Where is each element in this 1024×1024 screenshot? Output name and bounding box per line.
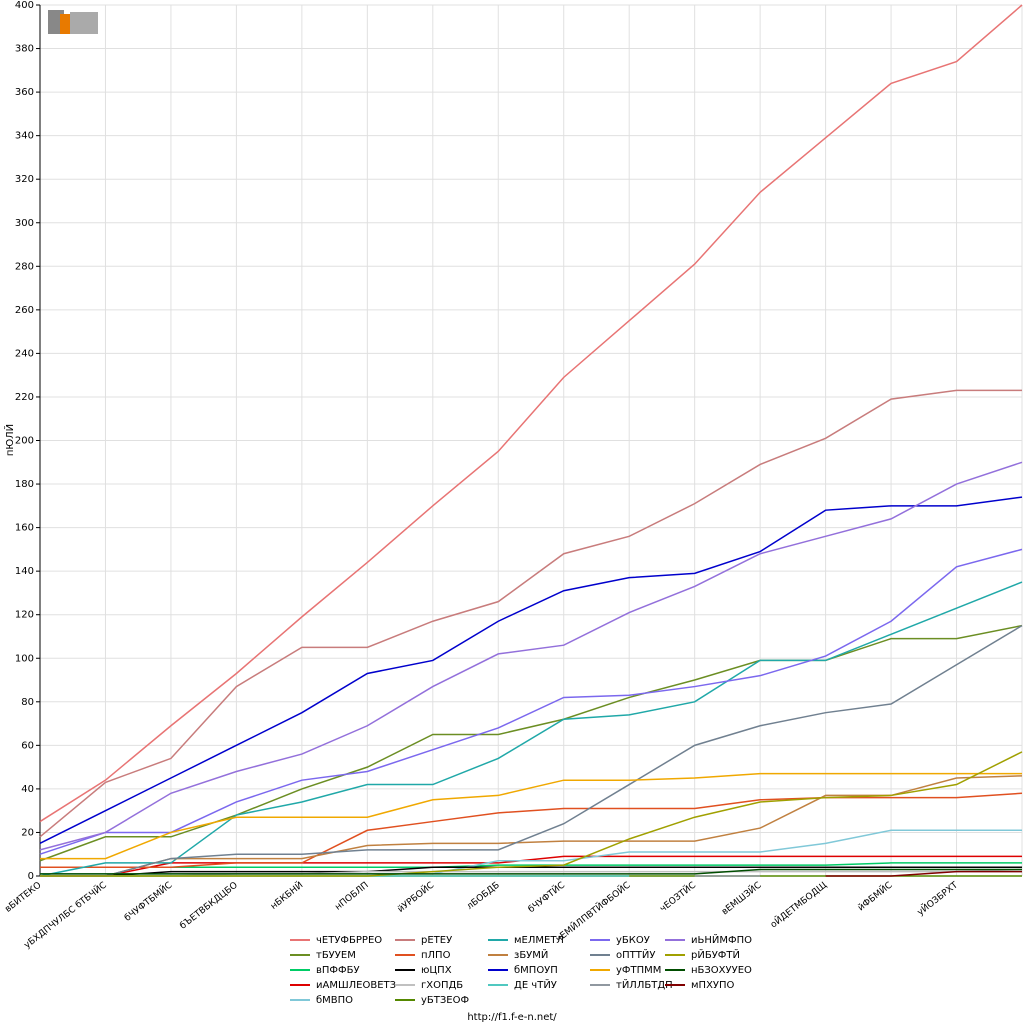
legend-label: тЙЛЛБТДП	[616, 978, 673, 991]
series-line	[39, 461, 1023, 851]
series-line	[40, 868, 1022, 875]
series-line	[39, 4, 1023, 823]
legend-label: уФТПММ	[616, 965, 661, 976]
x-tick-label: вБИТЕКО	[3, 880, 43, 914]
series-line	[40, 624, 1023, 877]
legend-label: уБКОУ	[616, 935, 650, 946]
x-tick-label: йУРБОЙС	[395, 879, 436, 915]
legend-label: нБЗОХУУЕО	[691, 965, 752, 976]
y-tick-label: 180	[15, 479, 34, 490]
y-tick-label: 200	[15, 436, 34, 447]
legend-label: бМВПО	[316, 995, 353, 1006]
y-tick-label: 320	[15, 174, 34, 185]
series-line	[40, 775, 1023, 877]
legend-label: юЦПХ	[421, 965, 452, 976]
y-tick-label: 140	[15, 566, 34, 577]
y-axis-label: пЮЛЙ	[3, 424, 16, 456]
y-tick-label: 340	[15, 131, 34, 142]
legend-label: тБУУЕМ	[316, 950, 356, 961]
y-tick-label: 360	[15, 87, 34, 98]
x-tick-label: нПОБЛП	[333, 880, 370, 912]
y-tick-label: 300	[15, 218, 34, 229]
legend-label: рЙБУФТЙ	[691, 948, 740, 961]
legend-label: мЕЛМЕТЛ	[514, 935, 564, 946]
series-line	[40, 866, 1022, 877]
series-line	[40, 868, 1023, 877]
footer: http://f1.f-e-n.net/	[467, 1012, 557, 1023]
x-tick-label: чЕОЗТЙС	[657, 879, 698, 915]
series-line	[39, 581, 1023, 877]
legend-label: мПХУПО	[691, 980, 735, 991]
series-line	[39, 548, 1023, 855]
y-tick-label: 20	[21, 827, 34, 838]
x-tick-label: бЧУФТБМЙС	[122, 879, 175, 924]
legend-label: чЕТУФБРРЕО	[316, 935, 382, 946]
y-tick-label: 220	[15, 392, 34, 403]
legend-label: ДЕ чТЙУ	[514, 978, 557, 991]
x-tick-label: нБКБНЙ	[268, 879, 305, 912]
y-tick-label: 400	[15, 0, 34, 11]
series-line	[39, 389, 1022, 838]
logo	[48, 10, 98, 34]
series-line	[825, 870, 1022, 877]
y-tick-label: 280	[15, 261, 34, 272]
legend-label: зБУМЙ	[514, 948, 548, 961]
legend-label: вПФФБУ	[316, 965, 360, 976]
legend-label: рЕТЕУ	[421, 935, 452, 946]
series-line	[39, 624, 1023, 862]
x-tick-label: йФБМЙС	[855, 879, 894, 913]
series-line	[40, 862, 1022, 869]
y-tick-label: 100	[15, 653, 34, 664]
y-tick-label: 160	[15, 523, 34, 534]
x-tick-label: лБОБДБ	[465, 880, 501, 912]
x-tick-label: вЕМШЗЙС	[719, 879, 764, 917]
legend-label: пЛПО	[421, 950, 451, 961]
y-tick-label: 0	[28, 871, 34, 882]
legend-label: иАМШЛЕОВЕТЗ	[316, 980, 396, 991]
x-tick-label: бЪЕТВБКДЦБО	[178, 880, 240, 931]
series-line	[40, 751, 1023, 877]
legend-label: уБТЗЕОФ	[421, 995, 469, 1006]
y-tick-label: 240	[15, 348, 34, 359]
series-line	[40, 792, 1023, 869]
series-line	[40, 855, 1022, 877]
y-tick-label: 60	[21, 740, 34, 751]
legend-label: оПТТЙУ	[616, 948, 655, 961]
series-line	[39, 496, 1023, 845]
x-tick-label: бЧУФТЙС	[525, 879, 567, 915]
y-tick-label: 80	[21, 697, 34, 708]
x-tick-label: уЙОЗБРХТ	[915, 879, 961, 918]
x-tick-label: оЙДЕТМБОДЩ	[768, 879, 829, 931]
series-line	[40, 772, 1022, 860]
legend-label: гХОПДБ	[421, 980, 463, 991]
y-tick-label: 40	[21, 784, 34, 795]
y-tick-label: 380	[15, 44, 34, 55]
legend-label: бМПОУП	[514, 965, 558, 976]
y-tick-label: 120	[15, 610, 34, 621]
y-tick-label: 260	[15, 305, 34, 316]
legend-label: иЬНЙМФПО	[691, 933, 752, 946]
